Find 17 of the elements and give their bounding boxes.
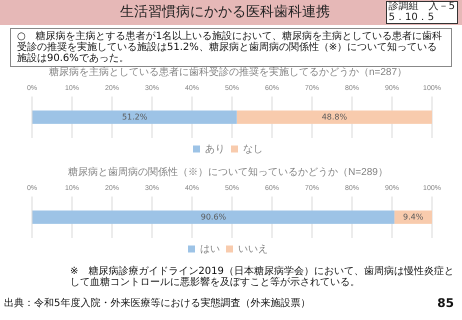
chart-title: 糖尿病と歯周病の関係性（※）について知っているかどうか（N=289）: [68, 166, 388, 178]
source-note: 出典：令和5年度入院・外来医療等における実態調査（外来施設票）: [4, 298, 310, 310]
legend-label: はい: [200, 244, 220, 255]
data-label: 9.4%: [403, 212, 424, 222]
legend-label: なし: [243, 144, 263, 155]
text: 生活習慣病にかかる医科歯科連携: [119, 3, 331, 21]
legend-label: いいえ: [238, 244, 268, 255]
legend-label: あり: [205, 144, 225, 155]
text: 診調組 入－5: [388, 1, 455, 12]
text: ※ 糖尿病診療ガイドライン2019（日本糖尿病学会）において、歯周病は慢性炎症として血糖コントロールに悪影響を及ぼすこと等が示されている。: [70, 266, 455, 288]
text: 5．10．5: [388, 12, 436, 23]
text: 85: [437, 296, 454, 310]
data-label: 90.6%: [200, 212, 227, 222]
data-label: 48.8%: [322, 112, 348, 122]
text: ○ 糖尿病を主病とする患者が1名以上いる施設において、糖尿病を主病としている患者に歯科受診の推奨を実施している施設は51.2%、糖尿病と歯周病の関係性（※）について知っている施設は90.6%であった。: [10, 28, 452, 67]
data-label: 51.2%: [122, 112, 148, 122]
chart-title: 糖尿病を主病としている患者に歯科受診の推奨を実施してるかどうか（n=287）: [48, 66, 408, 78]
